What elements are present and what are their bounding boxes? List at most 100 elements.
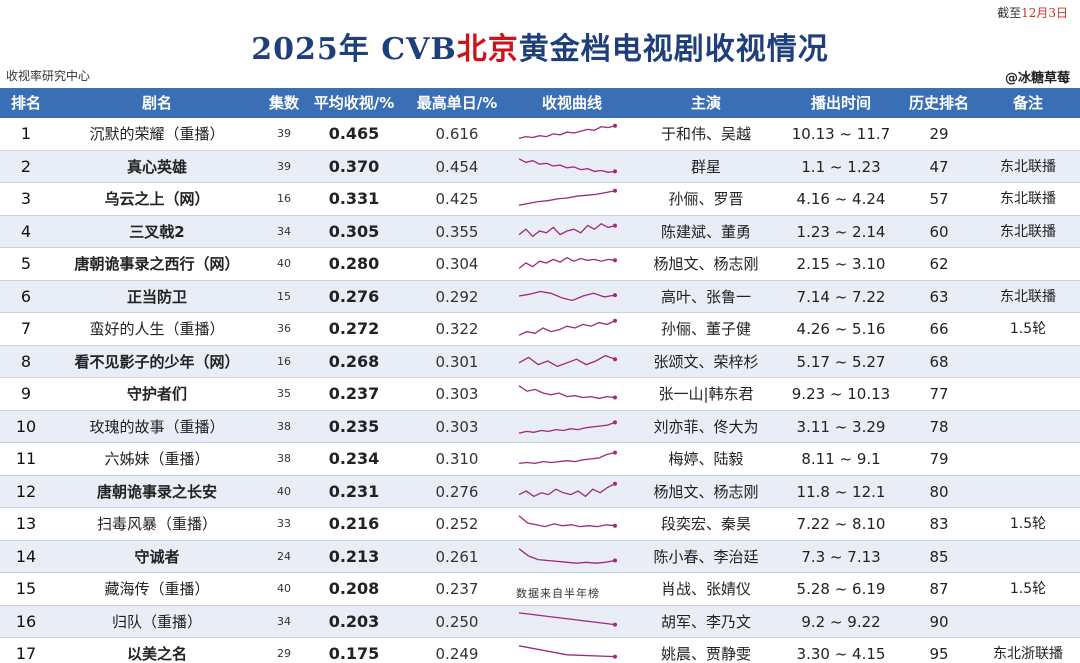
cell-note [976, 118, 1080, 150]
cell-cast: 杨旭文、杨志刚 [653, 482, 759, 501]
cell-cast: 刘亦菲、佟大为 [653, 417, 759, 436]
cell-name: 蛮好的人生（重播） [89, 320, 225, 338]
cell-max: 0.304 [435, 255, 479, 273]
cell-hist: 47 [929, 157, 949, 176]
curve-endpoint [613, 258, 617, 263]
cell-name: 乌云之上（网） [104, 190, 210, 208]
cell-cast: 群星 [690, 157, 721, 176]
cell-max: 0.261 [435, 547, 479, 566]
cell-cast: 肖战、张婧仪 [660, 580, 751, 598]
cell-avg: 0.175 [328, 644, 380, 663]
cell-hist: 60 [929, 222, 949, 241]
cell-note: 1.5轮 [1009, 516, 1047, 532]
cell-note: 东北联播 [1000, 223, 1056, 240]
cell-air: 4.16 ~ 4.24 [796, 190, 886, 208]
cell-hist: 80 [929, 482, 949, 501]
curve-endpoint [613, 168, 617, 173]
title-part2: 黄金档电视剧收视情况 [518, 32, 829, 67]
table-row: 1 沉默的荣耀（重播） 39 0.465 0.616 于和伟、吴越 10.13 ~ 11.7… [0, 118, 1080, 151]
rating-curve [518, 123, 617, 140]
curve-endpoint [613, 654, 617, 659]
cell-max: 0.322 [435, 320, 479, 338]
curve-endpoint [613, 318, 617, 323]
col-episodes: 集数 [268, 94, 299, 112]
cell-air: 10.13 ~ 11.7 [791, 125, 891, 143]
page-title: 2025年 CVB北京黄金档电视剧收视情况 [0, 24, 1080, 68]
cell-hist: 85 [929, 547, 949, 566]
date-note-date: 12月3日 [1021, 6, 1068, 20]
cell-max: 0.276 [435, 482, 479, 501]
table-row: 17 以美之名 29 0.175 0.249 姚晨、贾静雯 3.30 ~ 4.15 95 东北浙… [0, 638, 1080, 663]
cell-air: 1.1 ~ 1.23 [801, 157, 881, 176]
cell-avg: 0.213 [328, 546, 380, 566]
table-row: 11 六姊妹（重播） 38 0.234 0.310 梅婷、陆毅 8.11 ~ 9.1 79 [0, 443, 1080, 476]
cell-rank: 2 [20, 156, 32, 176]
cell-rank: 17 [15, 644, 37, 663]
cell-hist: 87 [929, 580, 949, 598]
cell-eps: 16 [277, 192, 291, 205]
rating-curve [518, 645, 617, 659]
cell-max: 0.237 [435, 580, 479, 598]
cell-eps: 34 [277, 614, 291, 628]
table-row: 6 正当防卫 15 0.276 0.292 高叶、张鲁一 7.14 ~ 7.22 63 东北联播 [0, 280, 1080, 313]
watermark: 数据来自半年榜 [516, 587, 600, 600]
cell-max: 0.616 [435, 125, 479, 143]
col-cast: 主演 [690, 94, 721, 112]
cell-name: 看不见影子的少年（网） [74, 352, 240, 371]
cell-max: 0.292 [435, 287, 479, 306]
cell-cast: 于和伟、吴越 [660, 125, 751, 143]
cell-air: 4.26 ~ 5.16 [796, 320, 886, 338]
rating-curve [518, 188, 617, 206]
rating-curve [518, 290, 617, 301]
table-row: 8 看不见影子的少年（网） 16 0.268 0.301 张颂文、荣梓杉 5.17 ~ 5.… [0, 345, 1080, 378]
cell-cast: 孙俪、董子健 [660, 320, 751, 338]
cell-avg: 0.331 [328, 189, 380, 208]
curve-endpoint [613, 558, 617, 562]
cell-rank: 7 [20, 319, 32, 338]
cell-rank: 14 [15, 546, 37, 566]
col-rank: 排名 [10, 94, 41, 112]
cell-hist: 83 [929, 515, 949, 533]
cell-rank: 16 [15, 611, 37, 631]
cell-cast: 梅婷、陆毅 [668, 450, 744, 468]
table-row: 7 蛮好的人生（重播） 36 0.272 0.322 孙俪、董子健 4.26 ~ 5.16 6… [0, 313, 1080, 346]
table-row: 9 守护者们 35 0.237 0.303 张一山|韩东君 9.23 ~ 10.13 77 [0, 378, 1080, 411]
table-row: 16 归队（重播） 34 0.203 0.250 胡军、李乃文 9.2 ~ 9.22 90 [0, 605, 1080, 638]
cell-cast: 高叶、张鲁一 [660, 287, 751, 306]
cell-rank: 4 [20, 221, 32, 241]
curve-endpoint [613, 292, 617, 297]
cell-note: 东北联播 [1000, 288, 1056, 305]
cell-name: 六姊妹（重播） [104, 450, 210, 468]
cell-avg: 0.465 [328, 124, 380, 143]
table-row: 13 扫毒风暴（重播） 33 0.216 0.252 段奕宏、秦昊 7.22 ~ 8.10 8… [0, 508, 1080, 541]
date-note-prefix: 截至 [997, 6, 1022, 20]
cell-max: 0.303 [435, 417, 479, 436]
table-row: 4 三叉戟2 34 0.305 0.355 陈建斌、董勇 1.23 ~ 2.14 60 东北联播 [0, 215, 1080, 248]
table-row: 5 唐朝诡事录之西行（网） 40 0.280 0.304 杨旭文、杨志刚 2.15 ~ 3.… [0, 248, 1080, 281]
cell-cast: 孙俪、罗晋 [668, 190, 744, 208]
table-row: 10 玫瑰的故事（重播） 38 0.235 0.303 刘亦菲、佟大为 3.11 ~ 3.2… [0, 410, 1080, 443]
cell-name: 三叉戟2 [129, 222, 185, 241]
curve-line [518, 421, 616, 434]
col-history-rank: 历史排名 [908, 94, 969, 112]
cell-hist: 77 [929, 385, 949, 403]
rating-curve [518, 318, 617, 336]
cell-hist: 79 [929, 450, 949, 468]
rating-curve [518, 256, 617, 269]
cell-rank: 13 [15, 514, 37, 533]
curve-endpoint [613, 481, 617, 486]
cell-eps: 39 [277, 159, 291, 173]
cell-name: 正当防卫 [126, 287, 187, 306]
cell-air: 3.30 ~ 4.15 [796, 645, 886, 663]
cell-rank: 8 [20, 351, 32, 371]
cell-note: 1.5轮 [1009, 321, 1047, 337]
cell-rank: 10 [15, 416, 37, 436]
cell-eps: 15 [277, 289, 291, 303]
curve-line [518, 611, 616, 625]
rating-curve [518, 547, 617, 564]
cell-note: 1.5轮 [1009, 581, 1047, 597]
cell-note [976, 476, 1080, 508]
curve-line [518, 157, 616, 173]
cell-eps: 16 [277, 354, 291, 368]
cell-eps: 40 [277, 484, 291, 498]
